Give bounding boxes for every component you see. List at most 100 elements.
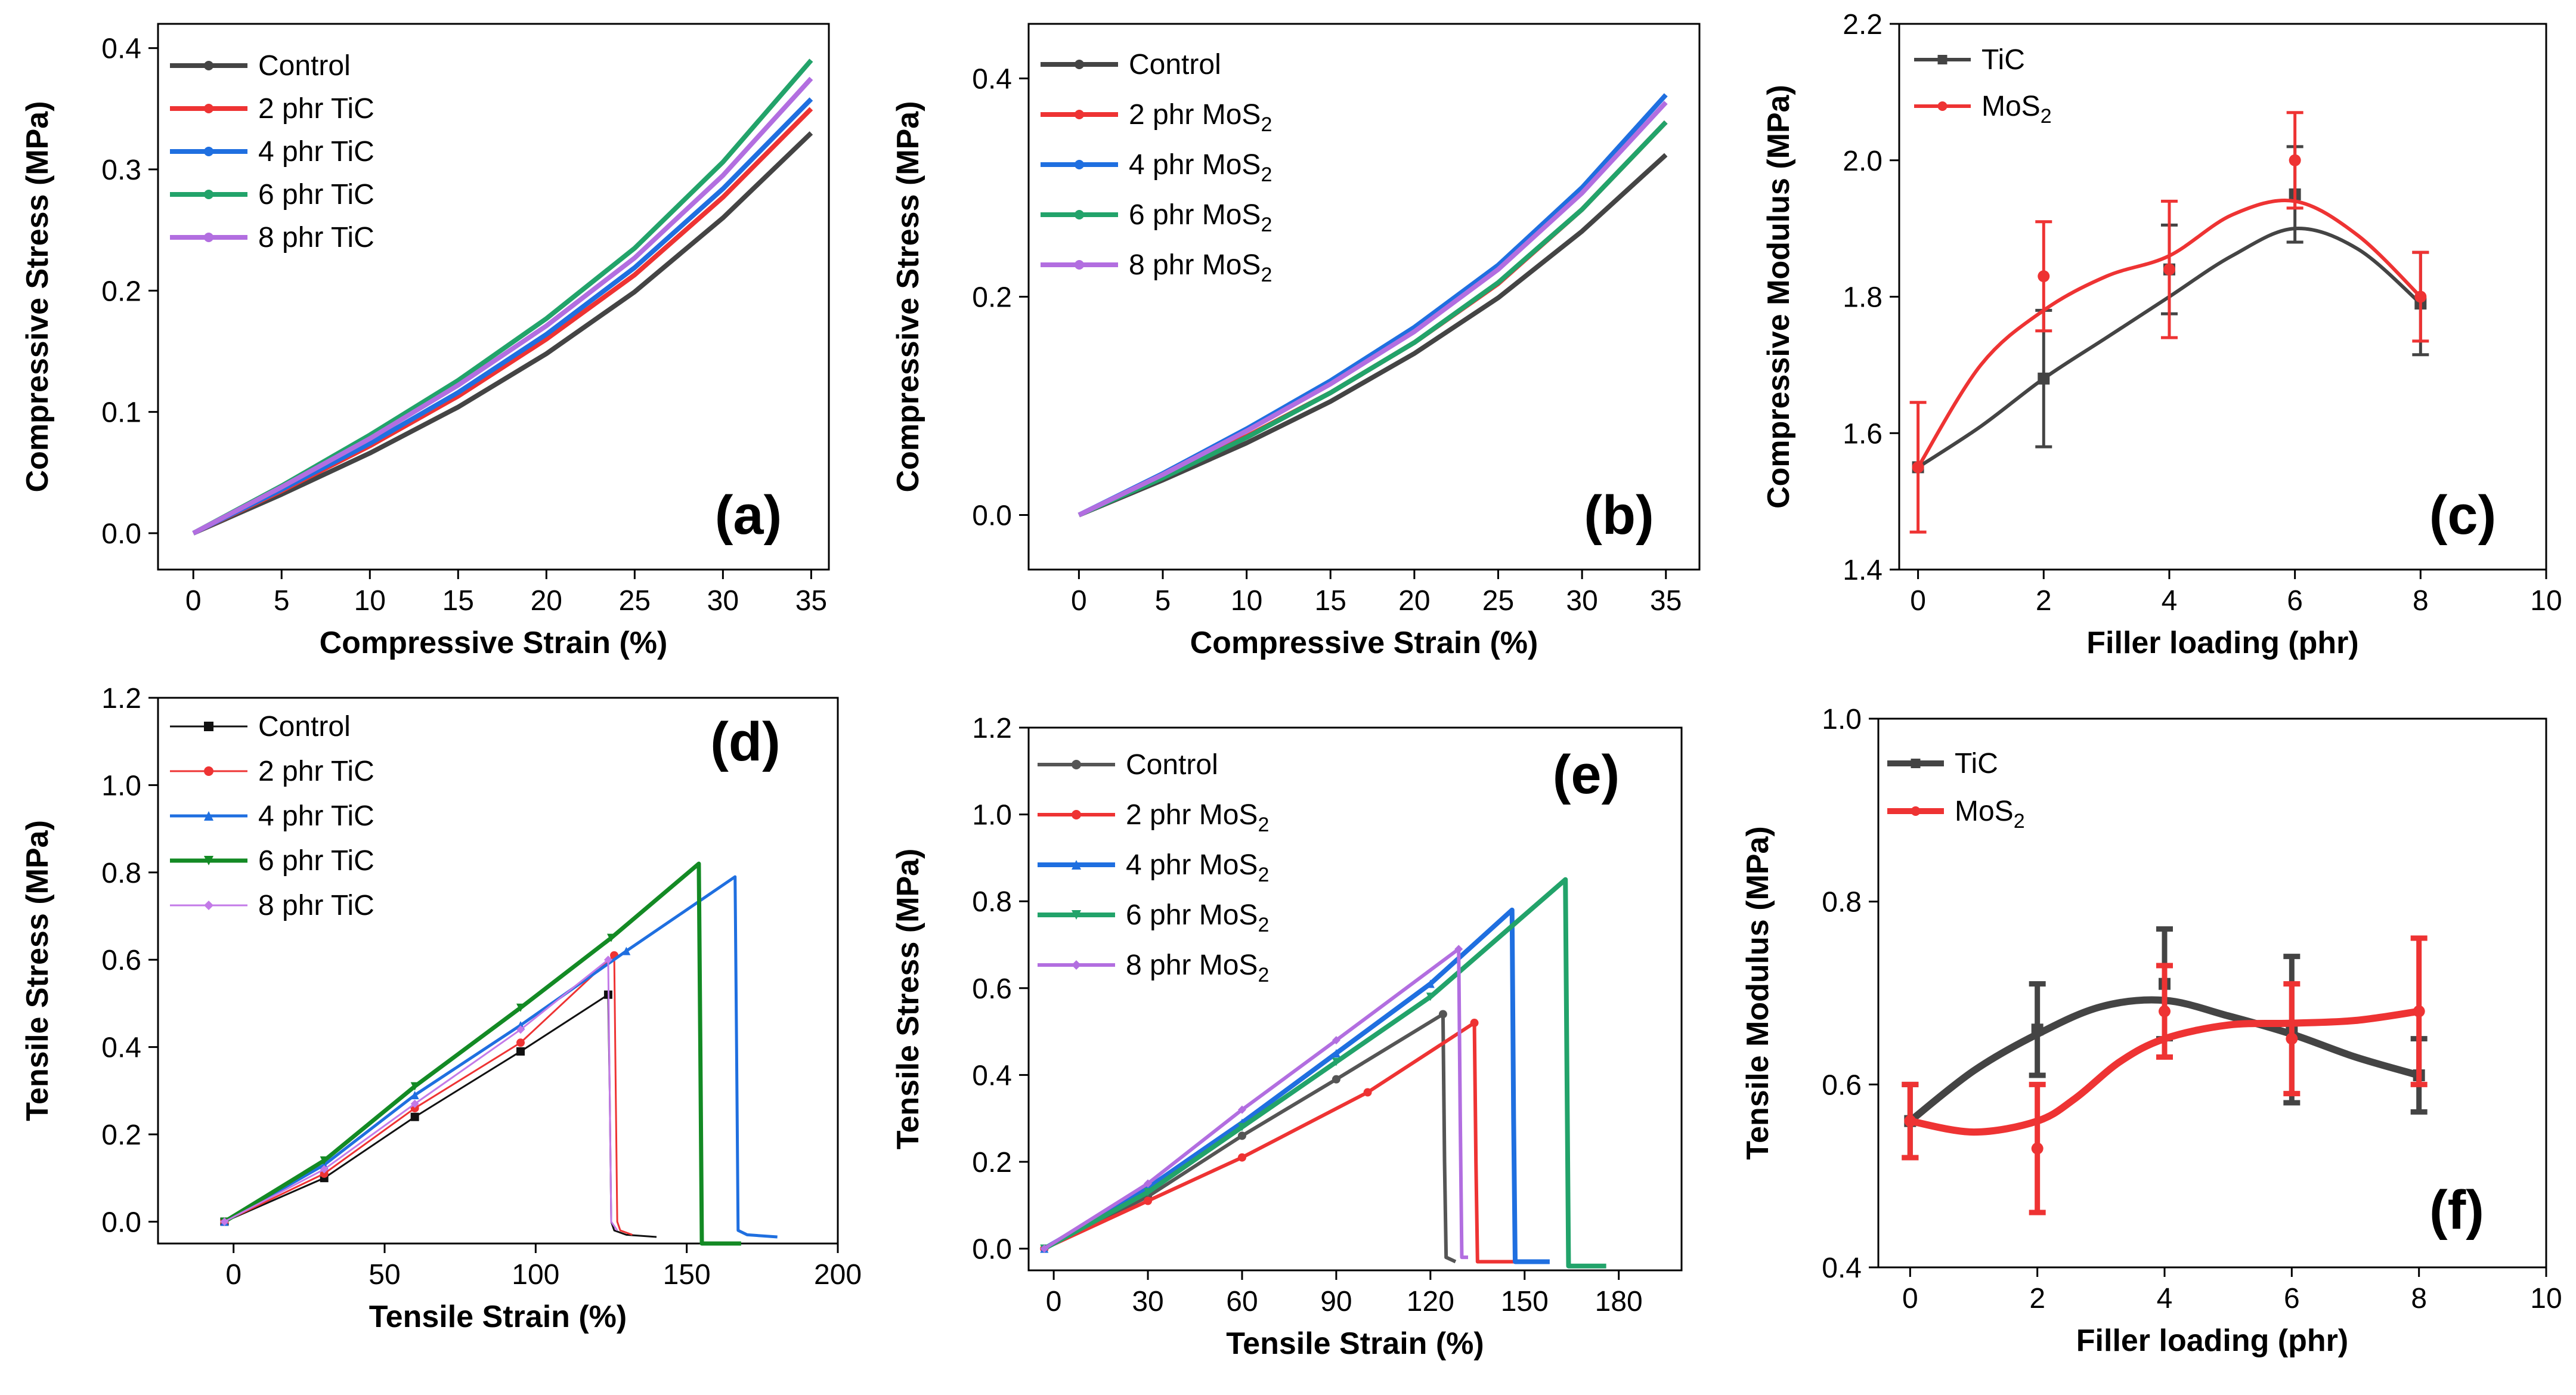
- x-tick-label: 30: [707, 585, 739, 617]
- series-6-phr-tic: 6 phr TiC: [170, 845, 741, 1246]
- legend-label: MoS2: [1981, 91, 2052, 128]
- data-point: [1332, 1036, 1340, 1045]
- x-tick-label: 20: [531, 585, 562, 617]
- x-tick-label: 4: [2157, 1283, 2173, 1314]
- data-point: [1454, 945, 1463, 954]
- y-axis-title: Tensile Stress (MPa): [891, 849, 925, 1150]
- legend-label: 2 phr TiC: [258, 756, 374, 787]
- x-tick-label: 10: [1231, 585, 1262, 617]
- data-point: [1426, 992, 1435, 1001]
- y-tick-label: 2.2: [1843, 9, 1883, 41]
- y-tick-label: 1.2: [101, 683, 141, 714]
- data-point: [1332, 1057, 1340, 1066]
- legend-label: 4 phr TiC: [258, 136, 374, 168]
- data-point: [2038, 372, 2050, 385]
- panel-b: 0 5 10 15 20 25 30 35 0.0 0.2 0.4 Compressive Strai…: [891, 23, 1701, 660]
- data-point: [516, 1038, 525, 1047]
- series-line: [1078, 120, 1668, 518]
- data-point: [622, 947, 631, 955]
- panel-a: 0 5 10 15 20 25 30 35 0.0 0.1 0.2 0.3 0.4 Compressive…: [20, 23, 830, 660]
- x-tick-label: 15: [1315, 585, 1346, 617]
- series-line: [224, 958, 618, 1231]
- data-point: [1470, 1019, 1479, 1028]
- panel-d: 0 50 100 150 200 0.0 0.2 0.4 0.6 0.8 1.0 1.2 Tensile…: [20, 683, 862, 1334]
- legend-marker: [204, 722, 213, 731]
- x-axis-title: Filler loading (phr): [2086, 626, 2358, 660]
- legend-label: 8 phr MoS2: [1126, 949, 1269, 986]
- y-tick-label: 0.4: [101, 33, 141, 65]
- legend-marker: [204, 61, 213, 70]
- y-tick-label: 0.2: [972, 1147, 1012, 1179]
- data-point: [1040, 1244, 1049, 1253]
- series-line: [1078, 153, 1668, 518]
- x-tick-label: 0: [1071, 585, 1087, 617]
- data-point: [320, 1165, 329, 1174]
- legend-marker: [1072, 860, 1081, 870]
- panel-label: (e): [1553, 744, 1620, 805]
- panel-label: (a): [715, 485, 782, 546]
- legend-label: 6 phr MoS2: [1129, 199, 1272, 236]
- x-tick-label: 8: [2413, 585, 2429, 617]
- data-point: [2414, 290, 2427, 303]
- y-axis-title: Compressive Stress (MPa): [20, 101, 55, 492]
- panel-label: (f): [2429, 1180, 2484, 1241]
- x-tick-label: 30: [1132, 1286, 1163, 1317]
- plot-frame: [1027, 726, 1683, 1272]
- legend-label: 2 phr MoS2: [1126, 799, 1269, 836]
- legend-marker: [1075, 60, 1084, 69]
- panel-label: (d): [710, 712, 780, 772]
- data-point: [1426, 979, 1435, 988]
- x-axis-title: Compressive Strain (%): [1190, 626, 1538, 660]
- x-tick-label: 90: [1320, 1286, 1352, 1317]
- legend-label: 2 phr MoS2: [1129, 99, 1272, 136]
- series-line: [192, 107, 813, 536]
- series-line: [224, 875, 778, 1239]
- x-tick-label: 0: [185, 585, 202, 617]
- legend-marker: [1072, 760, 1081, 769]
- data-point: [516, 1025, 525, 1034]
- y-tick-label: 1.0: [972, 800, 1012, 831]
- y-tick-label: 0.8: [101, 858, 141, 889]
- x-tick-label: 5: [274, 585, 290, 617]
- series-8-phr-mos2: 8 phr MoS2: [1038, 945, 1469, 1260]
- x-tick-label: 150: [663, 1259, 711, 1291]
- series-line: [192, 76, 813, 536]
- x-tick-label: 0: [1910, 585, 1926, 617]
- data-point: [607, 933, 615, 942]
- x-tick-label: 2: [2029, 1283, 2045, 1314]
- legend-label: 8 phr TiC: [258, 890, 374, 921]
- data-point: [1237, 1131, 1246, 1140]
- x-tick-label: 10: [2530, 585, 2562, 617]
- x-tick-label: 0: [1046, 1286, 1062, 1317]
- y-tick-label: 0.3: [101, 154, 141, 186]
- y-tick-label: 0.2: [101, 276, 141, 307]
- data-point: [1332, 1075, 1340, 1084]
- data-point: [320, 1169, 329, 1178]
- x-tick-label: 25: [1482, 585, 1514, 617]
- series-2-phr-mos2: 2 phr MoS2: [1038, 799, 1519, 1264]
- legend-marker: [204, 190, 213, 199]
- data-point: [2038, 270, 2050, 283]
- y-axis-title: Tensile Modulus (MPa): [1741, 826, 1775, 1160]
- x-tick-label: 200: [814, 1259, 862, 1291]
- data-point: [2031, 1023, 2044, 1036]
- x-tick-label: 6: [2284, 1283, 2300, 1314]
- series-mos2: MoS2: [1887, 796, 2428, 1215]
- legend-marker: [204, 901, 213, 910]
- legend-label: Control: [258, 711, 351, 743]
- y-tick-label: 1.6: [1843, 418, 1883, 450]
- series-6-phr-mos2: 6 phr MoS2: [1041, 120, 1668, 518]
- series-line: [223, 861, 741, 1246]
- x-tick-label: 15: [442, 585, 474, 617]
- legend-marker: [1075, 260, 1084, 270]
- y-tick-label: 0.0: [101, 1207, 141, 1238]
- data-point: [603, 955, 612, 964]
- data-point: [1144, 1196, 1153, 1205]
- series-4-phr-tic: 4 phr TiC: [170, 800, 778, 1239]
- x-axis-title: Tensile Strain (%): [369, 1300, 627, 1334]
- data-point: [1144, 1187, 1153, 1196]
- legend-label: MoS2: [1955, 796, 2025, 833]
- x-tick-label: 0: [225, 1259, 242, 1291]
- x-tick-label: 6: [2287, 585, 2303, 617]
